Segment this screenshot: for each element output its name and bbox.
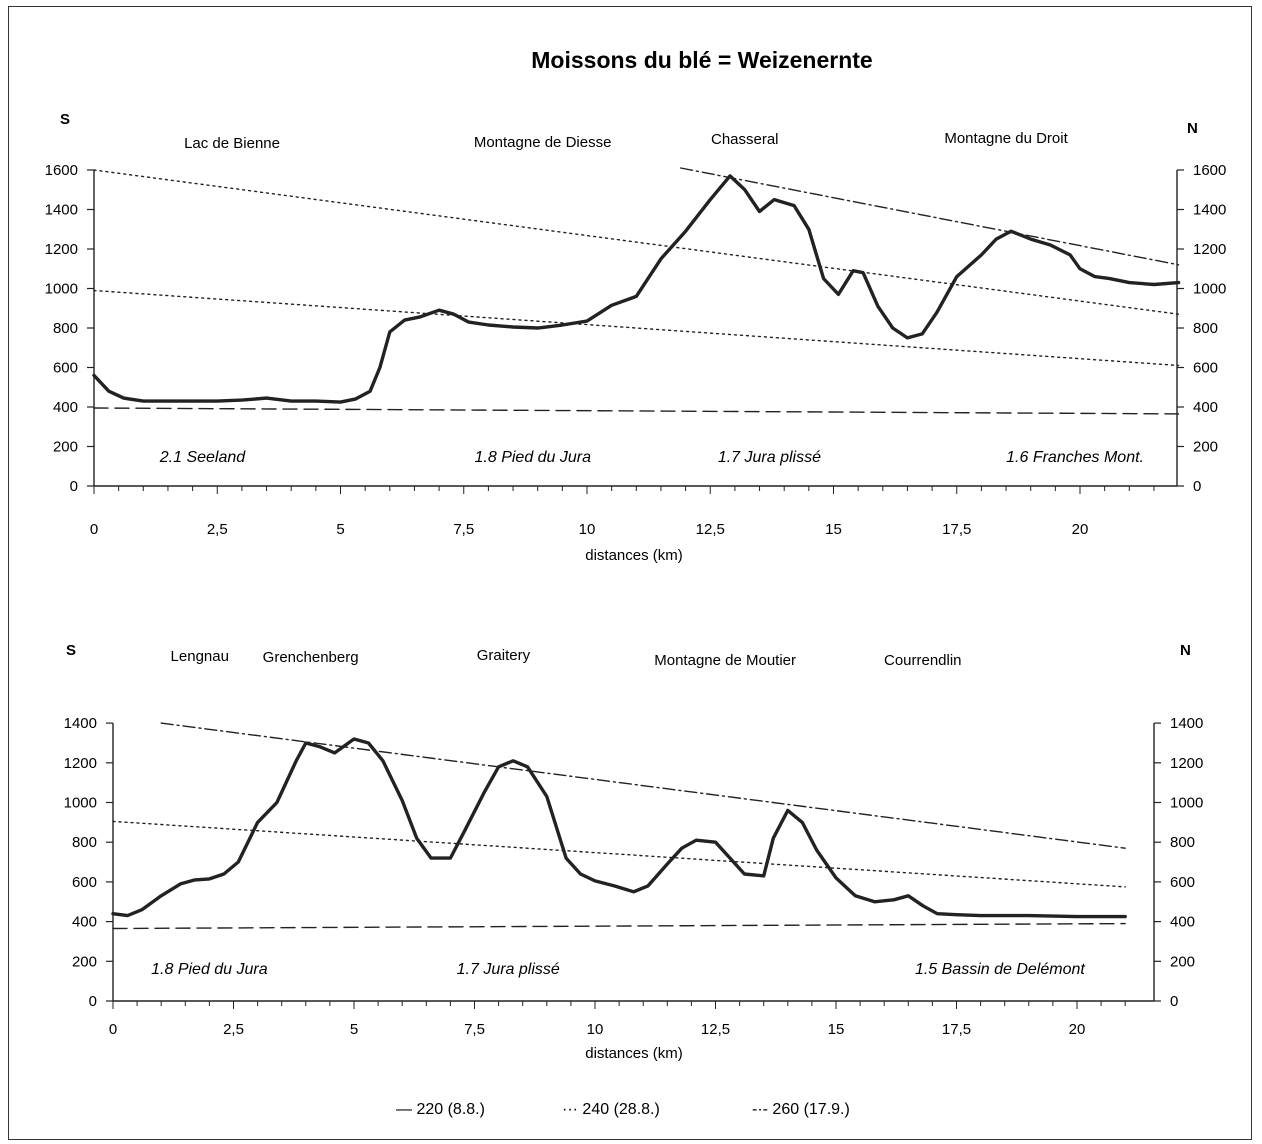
chart2-xtick-label: 15 (828, 1021, 845, 1038)
chart2-ytick-label-right: 1000 (1170, 795, 1203, 812)
chart1-xtick-label: 10 (579, 521, 596, 538)
chart1-ytick-label-right: 0 (1193, 478, 1201, 495)
chart1-series-dotted-line (93, 289, 1180, 367)
chart1-region-label: 1.8 Pied du Jura (475, 449, 592, 466)
chart1-ytick-label-right: 1400 (1193, 202, 1226, 219)
chart1-series-dashed-line (93, 407, 1180, 415)
chart1-ytick-label-left: 0 (70, 478, 78, 495)
chart2-xtick-label: 5 (350, 1021, 358, 1038)
chart2-xtick-label: 2,5 (223, 1021, 244, 1038)
chart2-xtick-label: 0 (109, 1021, 117, 1038)
chart2-place-label: Montagne de Moutier (654, 652, 796, 669)
chart2-place-label: Courrendlin (884, 652, 962, 669)
figure-frame (8, 6, 1252, 1140)
chart1-series-solid-line (92, 174, 1181, 404)
chart1-ytick-label-right: 200 (1193, 439, 1218, 456)
figure-title: Moissons du blé = Weizenernte (531, 47, 872, 73)
chart2-ytick-label-left: 800 (72, 834, 97, 851)
chart2-ytick-label-left: 1200 (64, 755, 97, 772)
chart1-region-label: 1.6 Franches Mont. (1006, 449, 1144, 466)
chart2-ytick-label-left: 0 (89, 993, 97, 1010)
chart2-xlabel: distances (km) (585, 1045, 683, 1062)
chart1-xtick-label: 0 (90, 521, 98, 538)
chart2-series-dashdot-line (160, 722, 1126, 849)
chart1-xlabel: distances (km) (585, 547, 683, 564)
chart2-xtick-label: 10 (587, 1021, 604, 1038)
chart2-place-label: Lengnau (171, 648, 229, 665)
legend-entry-260: -·- 260 (17.9.) (752, 1101, 850, 1118)
chart2-south-label: S (66, 642, 76, 659)
chart2-ytick-label-right: 0 (1170, 993, 1178, 1010)
chart1-xtick-label: 20 (1072, 521, 1089, 538)
chart2-region-label: 1.5 Bassin de Delémont (915, 961, 1085, 978)
chart1-xtick-label: 15 (825, 521, 842, 538)
chart2-xtick-label: 17,5 (942, 1021, 971, 1038)
chart1-place-label: Lac de Bienne (184, 135, 280, 152)
chart1-ytick-label-right: 400 (1193, 399, 1218, 416)
chart2-xtick-label: 12,5 (701, 1021, 730, 1038)
chart1-xtick-label: 17,5 (942, 521, 971, 538)
chart2-series-dashed-line (112, 922, 1126, 930)
legend-entry-220: — 220 (8.8.) (396, 1101, 485, 1118)
chart2-place-label: Graitery (477, 647, 531, 664)
chart2-ytick-label-right: 400 (1170, 914, 1195, 931)
chart2-ytick-label-right: 1400 (1170, 715, 1203, 732)
chart1-ytick-label-right: 600 (1193, 360, 1218, 377)
chart1-ytick-label-left: 600 (53, 360, 78, 377)
chart1-series-dashdot-line (680, 167, 1180, 266)
chart2-ytick-label-left: 400 (72, 914, 97, 931)
chart2-ytick-label-right: 200 (1170, 953, 1195, 970)
chart2-north-label: N (1180, 642, 1191, 659)
chart1-ytick-label-right: 800 (1193, 320, 1218, 337)
chart1-xtick-label: 2,5 (207, 521, 228, 538)
chart1-ytick-label-left: 1000 (45, 281, 78, 298)
chart1-ytick-label-left: 1400 (45, 202, 78, 219)
chart1-ytick-label-left: 200 (53, 439, 78, 456)
chart1-ytick-label-left: 1600 (45, 162, 78, 179)
chart1-south-label: S (60, 111, 70, 128)
chart1-region-label: 1.7 Jura plissé (718, 449, 821, 466)
chart2-place-label: Grenchenberg (263, 649, 359, 666)
chart1-xtick-label: 5 (336, 521, 344, 538)
chart1-ytick-label-right: 1200 (1193, 241, 1226, 258)
chart1-xtick-label: 12,5 (696, 521, 725, 538)
chart2-ytick-label-left: 1000 (64, 795, 97, 812)
chart2-xtick-label: 7,5 (464, 1021, 485, 1038)
chart1-ytick-label-left: 800 (53, 320, 78, 337)
chart1-ytick-label-left: 400 (53, 399, 78, 416)
chart2-ytick-label-left: 1400 (64, 715, 97, 732)
chart2-ytick-label-right: 600 (1170, 874, 1195, 891)
chart1-series-dotted-line (93, 169, 1180, 315)
chart2-region-label: 1.7 Jura plissé (457, 961, 560, 978)
chart2-ytick-label-left: 600 (72, 874, 97, 891)
chart2-series-solid-line (111, 737, 1127, 919)
chart1-ytick-label-right: 1600 (1193, 162, 1226, 179)
chart1-place-label: Chasseral (711, 131, 779, 148)
chart2-xtick-label: 20 (1069, 1021, 1086, 1038)
chart1-ytick-label-left: 1200 (45, 241, 78, 258)
chart1-region-label: 2.1 Seeland (159, 449, 247, 466)
chart2-ytick-label-right: 800 (1170, 834, 1195, 851)
chart1-ytick-label-right: 1000 (1193, 281, 1226, 298)
chart2-ytick-label-left: 200 (72, 953, 97, 970)
chart1-place-label: Montagne du Droit (944, 130, 1068, 147)
chart1-north-label: N (1187, 120, 1198, 137)
chart2-series-dotted-line (112, 820, 1126, 888)
legend-entry-240: ··· 240 (28.8.) (562, 1101, 660, 1118)
chart1-place-label: Montagne de Diesse (474, 134, 612, 151)
chart2-region-label: 1.8 Pied du Jura (151, 961, 268, 978)
chart2-ytick-label-right: 1200 (1170, 755, 1203, 772)
chart1-xtick-label: 7,5 (453, 521, 474, 538)
